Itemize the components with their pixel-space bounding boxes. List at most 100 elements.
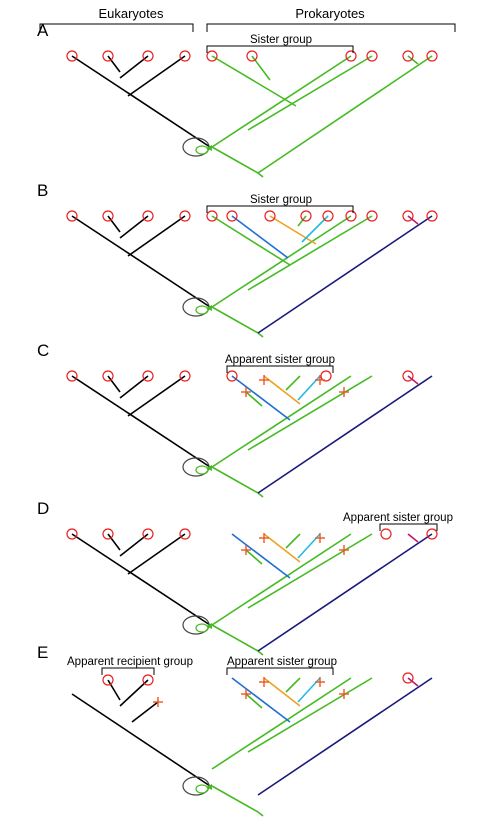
- eukaryote-tree: [66, 50, 211, 148]
- branch-line: [257, 650, 264, 656]
- panel-b: B Sister group: [37, 181, 438, 338]
- engulfed-cell-icon: [182, 297, 212, 317]
- red-circle-icon: [320, 370, 332, 382]
- branch-line: [407, 677, 419, 687]
- branch-line: [263, 533, 301, 563]
- prokaryote-tree: [211, 672, 433, 817]
- branch-line: [245, 391, 263, 407]
- red-circle-icon: [102, 528, 114, 540]
- branch-line: [71, 375, 211, 468]
- red-circle-icon: [102, 674, 114, 686]
- eukaryotes-header: Eukaryotes: [98, 6, 164, 21]
- red-circle-icon: [402, 210, 414, 222]
- red-circle-icon: [142, 528, 154, 540]
- endosymbiont-cell: [195, 465, 209, 475]
- red-circle-icon: [206, 50, 218, 62]
- red-circle-icon: [402, 50, 414, 62]
- red-circle-icon: [142, 50, 154, 62]
- red-circle-icon: [102, 370, 114, 382]
- engulfed-cell-icon: [182, 615, 212, 635]
- red-circle-icon: [226, 370, 238, 382]
- branch-line: [211, 466, 259, 494]
- red-circle-icon: [366, 50, 378, 62]
- branch-line: [211, 215, 352, 308]
- branch-line: [247, 677, 373, 753]
- branch-line: [257, 172, 264, 178]
- branch-line: [301, 215, 329, 243]
- engulfed-cell-icon: [182, 457, 212, 477]
- branch-line: [107, 55, 121, 73]
- branch-line: [269, 215, 317, 245]
- red-circle-icon: [206, 210, 218, 222]
- red-circle-icon: [179, 370, 191, 382]
- branch-line: [247, 55, 373, 131]
- red-cross-icon: [315, 533, 325, 543]
- panel-letter: C: [37, 341, 49, 360]
- sister-group-bracket: [206, 45, 354, 53]
- prokaryotes-header: Prokaryotes: [295, 6, 365, 21]
- branch-line: [119, 679, 149, 707]
- branch-line: [71, 693, 211, 787]
- branch-line: [285, 677, 301, 693]
- branch-line: [257, 55, 433, 174]
- branch-line: [119, 533, 149, 557]
- red-circle-icon: [300, 210, 312, 222]
- panel-letter: E: [37, 643, 48, 662]
- branch-line: [257, 375, 433, 494]
- red-circle-icon: [66, 528, 78, 540]
- endosymbiont-cell: [195, 305, 209, 315]
- branch-line: [407, 215, 419, 225]
- red-cross-icon: [339, 387, 349, 397]
- branch-line: [247, 533, 373, 609]
- panel-e: E Apparent sister group Apparent recipient…: [37, 643, 433, 817]
- red-circle-icon: [179, 210, 191, 222]
- red-cross-icon: [259, 533, 269, 543]
- branch-line: [127, 375, 186, 417]
- red-circle-icon: [345, 210, 357, 222]
- red-circle-icon: [246, 50, 258, 62]
- branch-line: [107, 679, 121, 701]
- red-circle-icon: [426, 528, 438, 540]
- prokaryote-tree: [206, 210, 438, 338]
- branch-line: [119, 375, 149, 399]
- red-circle-icon: [102, 210, 114, 222]
- red-cross-icon: [259, 375, 269, 385]
- red-circle-icon: [426, 210, 438, 222]
- red-cross-icon: [339, 689, 349, 699]
- branch-line: [257, 332, 264, 338]
- eukaryote-tree: [66, 370, 211, 468]
- panel-letter: D: [37, 499, 49, 518]
- branch-line: [297, 215, 307, 227]
- red-cross-icon: [153, 697, 163, 707]
- branch-line: [407, 55, 419, 65]
- sister-group-label: Sister group: [250, 34, 312, 46]
- branch-line: [71, 533, 211, 626]
- apparent-sister-group-label: Apparent sister group: [225, 354, 335, 366]
- branch-line: [211, 306, 259, 334]
- panel-letter: B: [37, 181, 48, 200]
- branch-line: [231, 215, 289, 259]
- branch-line: [119, 55, 149, 79]
- prokaryote-tree: [211, 528, 438, 656]
- branch-line: [211, 533, 352, 626]
- panel-d: D Apparent sister group: [37, 499, 453, 656]
- arrow-head: [206, 145, 212, 151]
- branch-line: [127, 533, 186, 575]
- branch-line: [231, 677, 291, 723]
- apparent-sister-group-bracket: [226, 667, 334, 675]
- prokaryotes-bracket: [206, 23, 456, 32]
- red-circle-icon: [264, 210, 276, 222]
- branch-line: [257, 492, 264, 498]
- red-circle-icon: [142, 210, 154, 222]
- panel-a: A Sister group: [37, 21, 438, 178]
- apparent-sister-group-bracket: [379, 523, 438, 531]
- arrow-head: [206, 784, 212, 790]
- red-cross-icon: [315, 375, 325, 385]
- panel-c: C Apparent sister group: [37, 341, 433, 498]
- branch-line: [107, 375, 121, 393]
- branch-line: [231, 533, 291, 579]
- red-circle-icon: [366, 210, 378, 222]
- endosymbiont-cell: [195, 784, 209, 794]
- red-circle-icon: [402, 370, 414, 382]
